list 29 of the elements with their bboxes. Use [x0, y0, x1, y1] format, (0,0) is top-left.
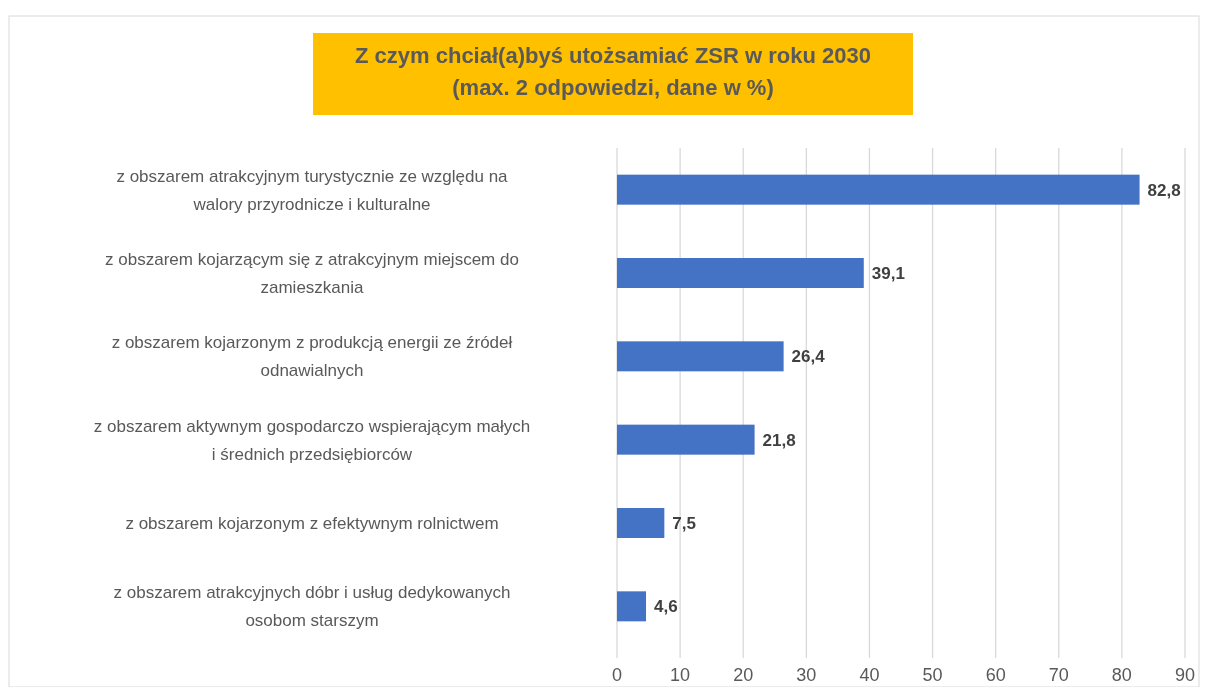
- y-tick-label: z obszarem atrakcyjnych dóbr i usług dedykowanych osobom starszym: [113, 583, 511, 631]
- x-tick-label: 20: [733, 665, 754, 685]
- y-tick-label: z obszarem aktywnym gospodarczo wspierającym małych i średnich przedsiębiorców: [93, 416, 531, 464]
- y-tick-label: z obszarem kojarzonym z efektywnym rolnictwem: [125, 513, 499, 533]
- data-label: 39,1: [871, 263, 905, 283]
- bar: [617, 174, 1140, 205]
- data-label: 82,8: [1147, 180, 1181, 200]
- y-tick-label: z obszarem atrakcyjnym turystycznie ze względu na walory przyrodnicze i kulturalne: [116, 166, 509, 214]
- x-tick-label: 50: [922, 665, 943, 685]
- x-tick-label: 40: [859, 665, 880, 685]
- bar: [617, 424, 755, 455]
- data-label: 7,5: [672, 513, 696, 533]
- x-tick-label: 70: [1048, 665, 1069, 685]
- chart-title: Z czym chciał(a)byś utożsamiać ZSR w roku 2030 (max. 2 odpowiedzi, dane w %): [355, 43, 871, 100]
- data-label: 21,8: [762, 430, 796, 450]
- data-label: 4,6: [654, 597, 678, 617]
- bar: [617, 258, 864, 288]
- y-tick-label: z obszarem kojarzącym się z atrakcyjnym miejscem do zamieszkania: [105, 249, 519, 297]
- x-tick-label: 80: [1111, 665, 1132, 685]
- bar: [617, 591, 647, 622]
- x-tick-label: 60: [985, 665, 1006, 685]
- bar: [617, 341, 784, 372]
- x-tick-label: 90: [1174, 665, 1196, 685]
- x-tick-label: 0: [611, 665, 623, 685]
- bar: [617, 508, 665, 538]
- data-label: 26,4: [791, 347, 826, 367]
- x-tick-label: 30: [796, 665, 817, 685]
- x-tick-label: 10: [670, 665, 691, 685]
- y-tick-label: z obszarem kojarzonym z produkcją energii ze źródeł odnawialnych: [111, 333, 513, 381]
